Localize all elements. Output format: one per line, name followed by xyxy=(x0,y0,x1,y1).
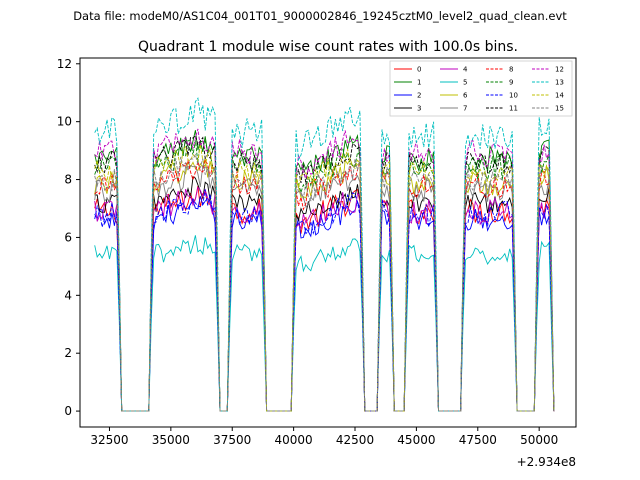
plot-area xyxy=(80,58,576,427)
x-tick-label: 40000 xyxy=(275,433,313,447)
legend-entry: 12 xyxy=(555,66,564,74)
x-axis-offset-label: +2.934e8 xyxy=(517,455,576,469)
chart-title: Quadrant 1 module wise count rates with … xyxy=(138,39,518,55)
series-line-8 xyxy=(94,158,555,412)
x-tick-label: 45000 xyxy=(397,433,435,447)
series-line-13 xyxy=(94,97,555,412)
legend-entry: 3 xyxy=(417,105,421,113)
series-line-7 xyxy=(94,164,555,412)
legend-entry: 0 xyxy=(417,66,421,74)
y-axis: 0 2 4 6 8 10 12 xyxy=(57,57,80,418)
legend-entry: 4 xyxy=(463,66,468,74)
legend-entry: 9 xyxy=(509,79,513,87)
legend-entry: 15 xyxy=(555,105,564,113)
x-tick-label: 42500 xyxy=(336,433,374,447)
series-line-11 xyxy=(94,134,555,412)
legend-entry: 10 xyxy=(509,92,518,100)
legend-entry: 6 xyxy=(463,92,468,100)
series-line-5 xyxy=(94,235,555,412)
x-tick-label: 50000 xyxy=(520,433,558,447)
x-tick-label: 32500 xyxy=(90,433,128,447)
x-tick-label: 37500 xyxy=(213,433,251,447)
figure-suptitle: Data file: modeM0/AS1C04_001T01_90000028… xyxy=(73,9,567,23)
legend-frame xyxy=(389,60,573,117)
y-tick-label: 10 xyxy=(57,115,72,129)
y-tick-label: 2 xyxy=(64,346,72,360)
series-line-4 xyxy=(94,186,555,412)
x-tick-label: 47500 xyxy=(459,433,497,447)
legend-entry: 8 xyxy=(509,66,513,74)
series-line-10 xyxy=(94,189,555,412)
y-tick-label: 0 xyxy=(64,404,72,418)
series-line-15 xyxy=(94,153,555,412)
legend-entry: 13 xyxy=(555,79,564,87)
y-tick-label: 12 xyxy=(57,57,72,71)
series-line-14 xyxy=(94,144,555,412)
series-line-12 xyxy=(94,128,555,412)
series-line-2 xyxy=(94,196,555,412)
axes-frame xyxy=(79,57,577,428)
legend-entry: 14 xyxy=(555,92,564,100)
x-tick-label: 35000 xyxy=(152,433,190,447)
legend-entry: 11 xyxy=(509,105,518,113)
y-tick-label: 4 xyxy=(64,288,72,302)
y-tick-label: 8 xyxy=(64,173,72,187)
series-lines xyxy=(94,97,555,412)
legend-entry: 7 xyxy=(463,105,467,113)
legend-entry: 1 xyxy=(417,79,421,87)
x-axis: 32500 35000 37500 40000 42500 45000 47500 50000 xyxy=(90,427,558,447)
legend-entry: 5 xyxy=(463,79,467,87)
y-tick-label: 6 xyxy=(64,230,72,244)
legend-entry: 2 xyxy=(417,92,421,100)
